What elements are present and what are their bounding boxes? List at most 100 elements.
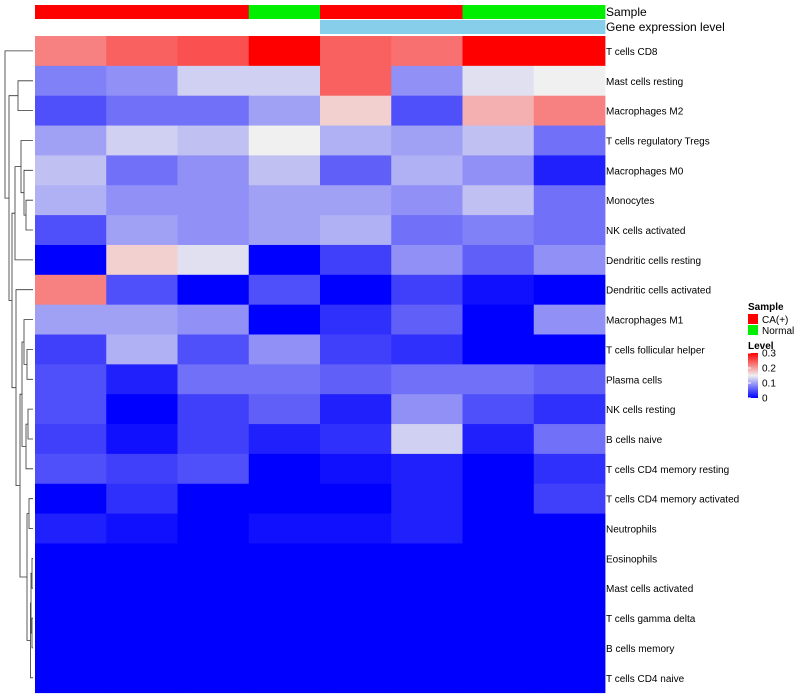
dendrogram-branch	[31, 558, 33, 589]
heatmap-cell	[35, 483, 107, 514]
heatmap-cell	[391, 603, 463, 634]
row-label: Mast cells activated	[606, 584, 693, 595]
heatmap-cell	[533, 394, 606, 425]
heatmap-cell	[462, 95, 535, 126]
heatmap-cell	[106, 513, 178, 544]
heatmap-cell	[533, 155, 606, 186]
heatmap-cell	[106, 244, 178, 276]
heatmap-cell	[533, 603, 606, 634]
row-label: Macrophages M2	[606, 107, 684, 118]
sample-annotation-cell	[106, 5, 178, 19]
heatmap-cell	[177, 65, 250, 97]
heatmap-cell	[106, 543, 178, 574]
heatmap-cell	[177, 483, 250, 514]
heatmap-cell	[177, 334, 250, 365]
heatmap-cell	[106, 95, 178, 126]
heatmap-cell	[391, 125, 463, 156]
dendrogram-branch	[15, 289, 33, 486]
row-label: B cells naive	[606, 435, 663, 446]
heatmap-cell	[320, 483, 392, 514]
heatmap-cell	[462, 394, 535, 425]
legend-ca-swatch	[748, 314, 758, 324]
heatmap-cell	[35, 453, 107, 485]
heatmap-cell	[533, 95, 606, 126]
heatmap-cell	[320, 633, 392, 664]
row-label: Dendritic cells activated	[606, 286, 711, 297]
heatmap-cell	[35, 334, 107, 365]
heatmap-cell	[533, 543, 606, 574]
heatmap-cell	[320, 573, 392, 604]
heatmap-cell	[177, 274, 250, 306]
heatmap-cell	[462, 424, 535, 455]
sample-annotation-cell	[320, 5, 392, 19]
heatmap-cell	[320, 334, 392, 365]
heatmap-cell	[533, 513, 606, 544]
expression-annotation-label: Gene expression level	[606, 20, 725, 34]
legend-level-title: Level	[748, 341, 774, 352]
dendrogram-branch	[23, 319, 33, 365]
legend-tick-label: 0	[762, 394, 768, 405]
expression-annotation-cell	[106, 20, 178, 34]
heatmap-cell	[462, 513, 535, 544]
heatmap-cell	[462, 483, 535, 514]
row-label: T cells CD4 naive	[606, 674, 685, 685]
heatmap-cell	[320, 603, 392, 634]
heatmap-cell	[462, 65, 535, 97]
heatmap-cell	[248, 125, 321, 156]
heatmap-cell	[106, 274, 178, 306]
heatmap-cell	[248, 543, 321, 574]
heatmap-cell	[248, 215, 321, 246]
heatmap-cell	[106, 424, 178, 455]
heatmap-cell	[533, 573, 606, 604]
heatmap-cell	[320, 364, 392, 395]
heatmap-cell	[35, 513, 107, 544]
dendrogram-branch	[20, 140, 33, 194]
heatmap-cell	[106, 334, 178, 365]
heatmap-cell	[248, 244, 321, 276]
heatmap-cell	[106, 125, 178, 156]
heatmap-cell	[248, 483, 321, 514]
heatmap-cell	[320, 244, 392, 276]
heatmap-cell	[35, 603, 107, 634]
row-label: Macrophages M0	[606, 166, 684, 177]
heatmap-cell	[248, 394, 321, 425]
heatmap-cell	[248, 65, 321, 97]
heatmap-cell	[320, 424, 392, 455]
sample-annotation-label: Sample	[606, 5, 647, 19]
heatmap-cells	[35, 36, 606, 694]
heatmap-cell	[106, 603, 178, 634]
heatmap-cell	[391, 215, 463, 246]
heatmap-cell	[533, 453, 606, 485]
heatmap-cell	[248, 603, 321, 634]
heatmap-cell	[35, 65, 107, 97]
heatmap-cell	[248, 36, 321, 67]
heatmap-cell	[106, 36, 178, 67]
heatmap-cell	[320, 543, 392, 574]
dendrogram-branch	[8, 95, 18, 301]
sample-annotation-cell	[248, 5, 321, 19]
heatmap-cell	[177, 603, 250, 634]
heatmap-cell	[35, 394, 107, 425]
heatmap-cell	[177, 364, 250, 395]
heatmap-cell	[106, 65, 178, 97]
legend-level-ticks: 0.3 0.2 0.1 0	[748, 349, 776, 405]
heatmap-cell	[248, 424, 321, 455]
heatmap-cell	[391, 453, 463, 485]
row-label: NK cells activated	[606, 226, 685, 237]
heatmap-cell	[177, 633, 250, 664]
dendrogram-branch	[26, 349, 33, 380]
heatmap-cell	[106, 364, 178, 395]
heatmap-cell	[533, 633, 606, 664]
row-label: Dendritic cells resting	[606, 256, 701, 267]
heatmap-cell	[320, 95, 392, 126]
expression-annotation-cell	[248, 20, 321, 34]
heatmap-cell	[248, 185, 321, 216]
legend-sample-title: Sample	[748, 302, 784, 313]
heatmap-cell	[391, 244, 463, 276]
heatmap-cell	[35, 424, 107, 455]
heatmap-cell	[248, 304, 321, 335]
legend-tick-label: 0.2	[762, 364, 776, 375]
heatmap-cell	[533, 125, 606, 156]
heatmap-cell	[533, 334, 606, 365]
heatmap-cell	[248, 274, 321, 306]
